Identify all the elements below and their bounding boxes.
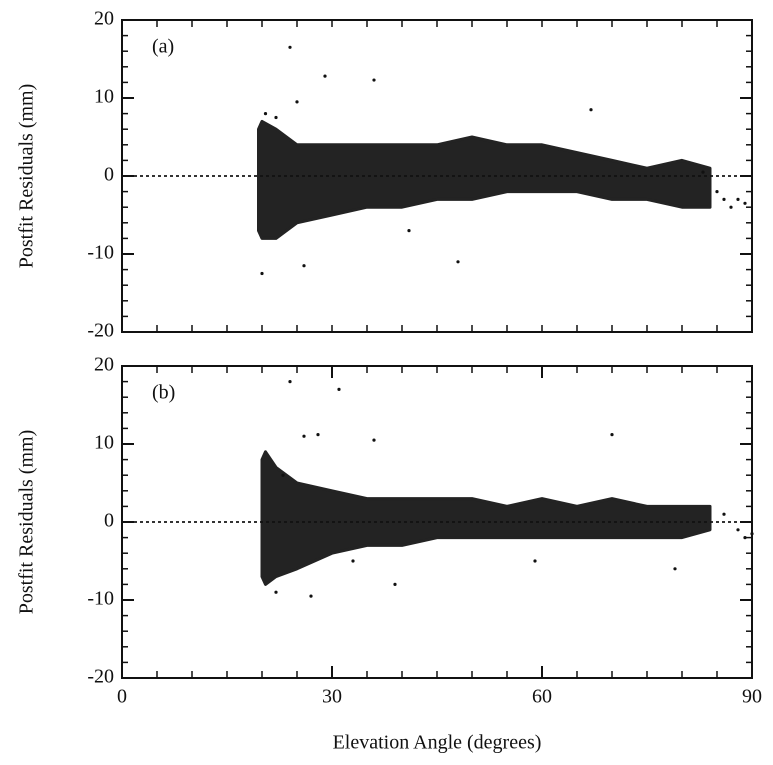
point: [302, 434, 306, 438]
point: [337, 387, 341, 391]
x-tick-label: 30: [322, 686, 342, 708]
point: [288, 45, 292, 49]
point: [729, 205, 733, 209]
point: [274, 115, 278, 120]
y-tick-label: 20: [94, 8, 114, 30]
point: [274, 590, 278, 594]
point: [393, 582, 397, 587]
point: [288, 380, 292, 384]
x-tick-label: 0: [117, 686, 127, 708]
y-tick-label: 0: [104, 164, 114, 186]
point: [263, 112, 268, 116]
point: [722, 512, 726, 516]
y-tick-label: -10: [87, 242, 114, 264]
point: [736, 528, 740, 532]
point: [372, 78, 376, 82]
x-tick-label: 90: [742, 686, 762, 708]
y-axis-label: Postfit Residuals (mm): [16, 430, 38, 614]
point: [589, 108, 593, 112]
point: [456, 260, 460, 264]
x-axis-label: Elevation Angle (degrees): [333, 732, 542, 754]
y-tick-label: 0: [104, 510, 114, 532]
y-tick-label: 10: [94, 86, 114, 108]
point: [351, 559, 355, 563]
point: [281, 473, 285, 477]
point: [673, 567, 677, 571]
point: [309, 594, 313, 598]
point: [407, 229, 411, 233]
y-axis-label: Postfit Residuals (mm): [16, 84, 38, 268]
point: [701, 170, 705, 174]
panel-label: (a): [152, 36, 174, 58]
point: [743, 536, 747, 540]
point: [715, 190, 719, 194]
point: [736, 197, 740, 201]
point: [533, 559, 537, 563]
point: [323, 74, 327, 78]
y-tick-label: -10: [87, 588, 114, 610]
y-tick-label: 20: [94, 354, 114, 376]
point: [316, 433, 320, 437]
point: [610, 433, 614, 437]
point: [372, 438, 376, 442]
point: [302, 264, 306, 268]
panel-label: (b): [152, 382, 175, 404]
point: [295, 100, 299, 104]
dense-band: [260, 450, 712, 586]
point: [260, 271, 264, 276]
y-tick-label: -20: [87, 666, 114, 688]
dense-band: [257, 119, 712, 240]
y-tick-label: -20: [87, 320, 114, 342]
x-tick-label: 60: [532, 686, 552, 708]
point: [722, 197, 726, 201]
point: [743, 201, 747, 205]
y-tick-label: 10: [94, 432, 114, 454]
